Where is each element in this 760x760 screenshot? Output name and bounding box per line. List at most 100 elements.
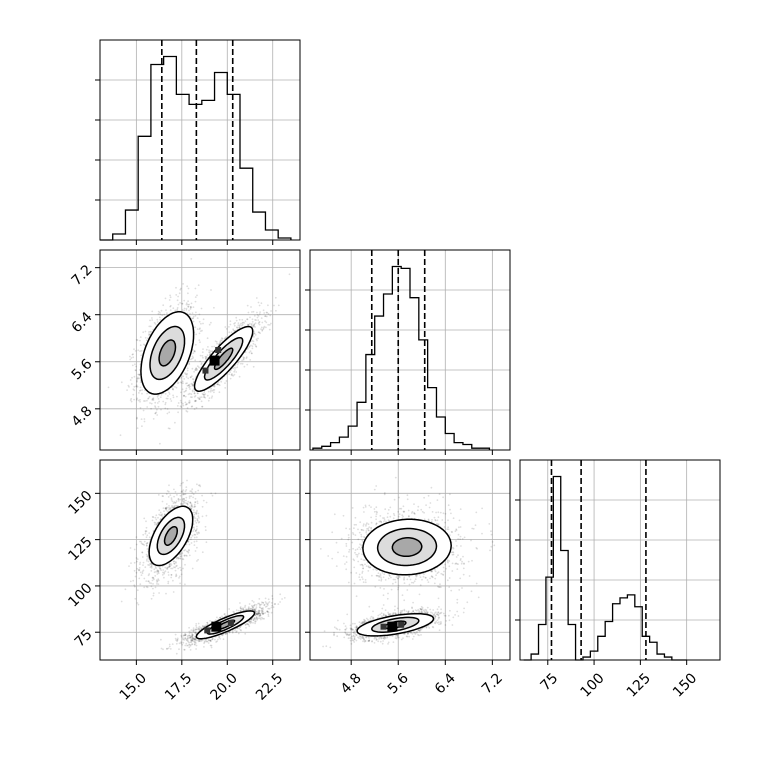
scatter-point (255, 319, 257, 321)
scatter-point (196, 500, 199, 503)
scatter-point (220, 380, 223, 383)
scatter-point (158, 566, 161, 569)
scatter-point (194, 400, 197, 402)
scatter-point (262, 328, 265, 330)
scatter-point (133, 569, 136, 572)
scatter-point (198, 517, 200, 519)
scatter-point (171, 388, 174, 391)
scatter-point (177, 557, 180, 559)
scatter-point (277, 304, 280, 307)
scatter-point (192, 384, 195, 387)
scatter-point (250, 306, 252, 308)
scatter-point (154, 516, 157, 519)
scatter-point (243, 365, 246, 368)
scatter-point (143, 420, 146, 423)
scatter-point (162, 507, 165, 509)
scatter-point (251, 599, 254, 602)
scatter-point (199, 341, 201, 344)
scatter-point (174, 504, 177, 507)
scatter-point (247, 323, 250, 326)
scatter-point (267, 610, 269, 613)
scatter-point (156, 583, 158, 585)
scatter-point (165, 592, 167, 595)
scatter-point (166, 412, 169, 415)
scatter-point (237, 362, 240, 364)
scatter-point (187, 287, 190, 290)
scatter-point (159, 313, 162, 316)
scatter-point (151, 579, 154, 582)
scatter-point (180, 482, 183, 485)
scatter-point (173, 566, 175, 569)
scatter-point (242, 356, 245, 359)
scatter-point (154, 522, 157, 524)
scatter-point (176, 564, 178, 567)
scatter-point (157, 494, 160, 496)
scatter-point (268, 324, 271, 326)
scatter-point (172, 506, 175, 509)
scatter-point (168, 427, 171, 430)
scatter-point (183, 493, 186, 496)
scatter-point (244, 351, 247, 353)
scatter-point (198, 366, 200, 369)
scatter-point (141, 570, 144, 573)
scatter-point (175, 575, 177, 578)
scatter-point (190, 504, 193, 507)
scatter-point (258, 304, 261, 307)
scatter-point (192, 384, 194, 386)
scatter-point (182, 502, 185, 505)
scatter-point (195, 367, 198, 370)
scatter-point (233, 366, 236, 369)
scatter-point (200, 322, 202, 325)
scatter-point (138, 567, 141, 569)
scatter-point (135, 385, 138, 388)
scatter-point (152, 583, 154, 585)
scatter-point (168, 506, 170, 509)
scatter-point (203, 391, 206, 394)
scatter-point (191, 385, 194, 387)
scatter-point (154, 575, 157, 577)
scatter-point (264, 315, 266, 318)
scatter-point (134, 369, 137, 372)
scatter-point (183, 555, 186, 557)
scatter-point (144, 400, 147, 402)
scatter-point (164, 507, 167, 509)
scatter-point (168, 484, 170, 487)
frame-p10 (99, 249, 301, 451)
scatter-point (165, 503, 168, 505)
scatter-point (173, 506, 176, 508)
scatter-point (209, 350, 212, 353)
scatter-point (275, 309, 277, 312)
scatter-point (144, 532, 147, 535)
scatter-point (190, 631, 192, 634)
scatter-point (140, 540, 142, 543)
scatter-point (139, 571, 142, 574)
scatter-point (145, 544, 148, 547)
scatter-point (201, 355, 204, 357)
scatter-point (263, 325, 266, 328)
scatter-point (193, 506, 196, 508)
scatter-point (183, 498, 186, 501)
scatter-point (183, 500, 185, 503)
scatter-point (215, 341, 218, 343)
scatter-point (186, 384, 189, 387)
scatter-point (120, 600, 123, 603)
scatter-point (139, 350, 142, 353)
scatter-point (190, 495, 193, 497)
scatter-point (164, 507, 167, 510)
scatter-point (193, 349, 196, 352)
scatter-point (245, 357, 248, 360)
scatter-point (152, 529, 155, 532)
scatter-point (147, 564, 150, 566)
scatter-point (250, 323, 253, 326)
scatter-point (258, 610, 261, 612)
scatter-point (197, 515, 200, 518)
scatter-point (162, 571, 164, 574)
scatter-point (186, 635, 189, 638)
scatter-point (210, 640, 212, 643)
scatter-point (205, 356, 208, 359)
scatter-point (183, 554, 186, 557)
scatter-point (165, 493, 168, 495)
scatter-point (174, 309, 177, 312)
scatter-point (172, 394, 175, 397)
scatter-point (136, 558, 139, 561)
